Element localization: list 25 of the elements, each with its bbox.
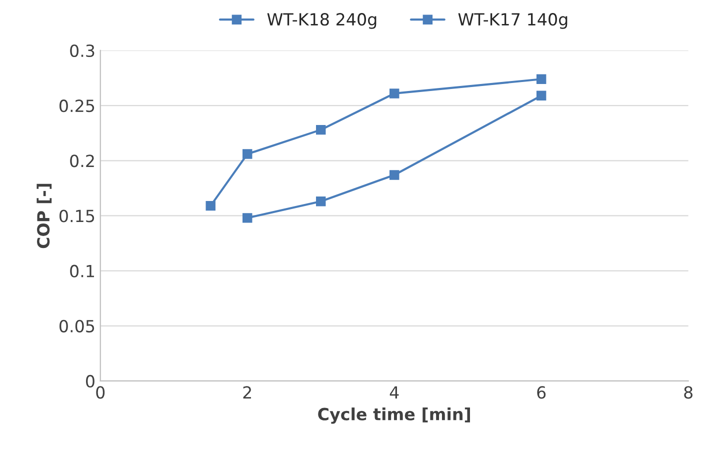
y-tick-label: 0.1 xyxy=(70,264,94,278)
legend-label: WT-K18 240g xyxy=(267,13,376,29)
point xyxy=(242,213,252,223)
x-tick-label: 6 xyxy=(537,386,546,399)
y-tick-label: 0.2 xyxy=(70,154,94,168)
y-tick-label: 0.25 xyxy=(60,100,94,112)
x-tick-label: 2 xyxy=(243,386,251,398)
point xyxy=(316,124,326,135)
x-tick-label: 0 xyxy=(96,386,105,399)
y-axis-title: COP [-] xyxy=(36,184,52,248)
point xyxy=(389,88,400,98)
point xyxy=(536,90,546,101)
x-tick-label: 4 xyxy=(390,386,399,398)
legend-label: WT-K17 140g xyxy=(458,13,568,29)
point xyxy=(206,200,216,211)
point xyxy=(316,196,326,206)
point xyxy=(242,149,252,159)
point xyxy=(536,74,546,84)
point xyxy=(389,170,400,180)
x-axis-title: Cycle time [min] xyxy=(318,408,470,424)
y-tick-label: 0.15 xyxy=(60,210,94,222)
x-tick-label: 8 xyxy=(684,386,692,399)
y-tick-label: 0.05 xyxy=(60,320,94,332)
y-tick-label: 0 xyxy=(86,374,94,388)
y-tick-label: 0.3 xyxy=(70,44,94,58)
